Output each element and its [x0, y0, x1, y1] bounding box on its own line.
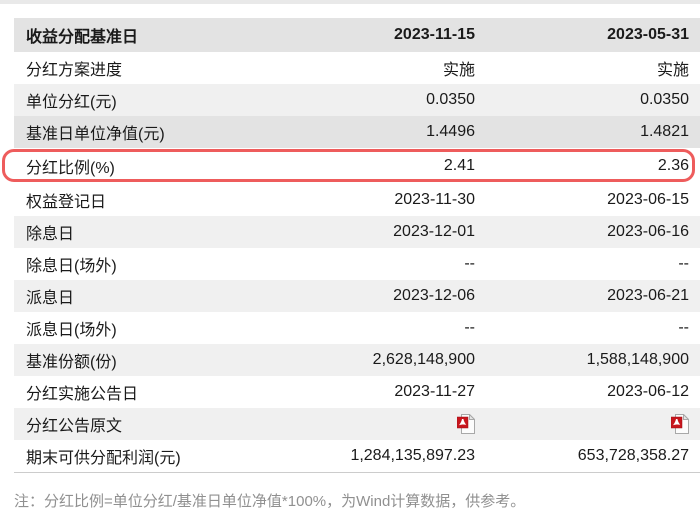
- table-row-implementation-announcement-date: 分红实施公告日 2023-11-27 2023-06-12: [14, 376, 700, 408]
- col1-value: 2023-11-27: [394, 383, 475, 400]
- col2-value: 2023-06-16: [607, 223, 689, 240]
- col1-value: 2023-12-06: [393, 287, 475, 304]
- row-label: 权益登记日: [26, 194, 107, 211]
- table-row-nav-on-base-date: 基准日单位净值(元) 1.4496 1.4821: [14, 116, 700, 148]
- table-row-base-shares: 基准份额(份) 2,628,148,900 1,588,148,900: [14, 344, 700, 376]
- col1-value: 2.41: [443, 157, 475, 174]
- col2-value: --: [678, 255, 689, 272]
- table-row-dividend-ratio: 分红比例(%) 2.41 2.36: [2, 148, 700, 184]
- col2-value: 2023-06-12: [607, 383, 689, 400]
- table-row-ex-dividend-date-otc: 除息日(场外) -- --: [14, 248, 700, 280]
- table-row-announcement-original: 分红公告原文: [14, 408, 700, 440]
- pdf-icon[interactable]: [670, 413, 690, 434]
- col2-value: [475, 413, 700, 434]
- table-header-row: 收益分配基准日 2023-11-15 2023-05-31: [14, 18, 700, 52]
- col1-value: --: [464, 255, 475, 272]
- col2-value: 0.0350: [640, 91, 689, 108]
- row-label: 基准日单位净值(元): [26, 126, 165, 143]
- table-row-ex-dividend-date: 除息日 2023-12-01 2023-06-16: [14, 216, 700, 248]
- col1-value: 2023-11-30: [394, 191, 475, 208]
- col1-value: 2023-12-01: [393, 223, 475, 240]
- header-col1-date: 2023-11-15: [394, 26, 475, 43]
- col1-value: 实施: [442, 62, 475, 79]
- col2-value: 2023-06-15: [607, 191, 689, 208]
- row-label: 分红公告原文: [26, 418, 123, 435]
- col1-value: [294, 413, 476, 434]
- table-row-payment-date: 派息日 2023-12-06 2023-06-21: [14, 280, 700, 312]
- col2-value: 2.36: [657, 157, 689, 174]
- row-label: 除息日(场外): [26, 258, 117, 275]
- col1-value: 2,628,148,900: [372, 351, 475, 368]
- table-row-record-date: 权益登记日 2023-11-30 2023-06-15: [14, 184, 700, 216]
- row-label: 派息日: [26, 290, 75, 307]
- row-label: 派息日(场外): [26, 322, 117, 339]
- col1-value: 1.4496: [426, 123, 475, 140]
- col1-value: --: [464, 319, 475, 336]
- col1-value: 1,284,135,897.23: [350, 447, 475, 464]
- row-label: 单位分红(元): [26, 94, 117, 111]
- header-col2-date: 2023-05-31: [607, 26, 689, 43]
- row-label: 除息日: [26, 226, 75, 243]
- row-label: 分红实施公告日: [26, 386, 139, 403]
- col2-value: 653,728,358.27: [577, 447, 689, 464]
- table-row-distributable-profit: 期末可供分配利润(元) 1,284,135,897.23 653,728,358…: [14, 440, 700, 473]
- col2-value: 1,588,148,900: [586, 351, 689, 368]
- dividend-distribution-table: 收益分配基准日 2023-11-15 2023-05-31 分红方案进度 实施 …: [2, 18, 700, 473]
- col2-value: --: [678, 319, 689, 336]
- row-label: 期末可供分配利润(元): [26, 450, 181, 467]
- table-row-payment-date-otc: 派息日(场外) -- --: [14, 312, 700, 344]
- table-row-plan-progress: 分红方案进度 实施 实施: [14, 52, 700, 84]
- header-label: 收益分配基准日: [26, 29, 139, 46]
- col1-value: 0.0350: [426, 91, 475, 108]
- row-label: 基准份额(份): [26, 354, 117, 371]
- row-label: 分红方案进度: [26, 62, 123, 79]
- pdf-icon[interactable]: [456, 413, 476, 434]
- table-row-unit-dividend: 单位分红(元) 0.0350 0.0350: [14, 84, 700, 116]
- col2-value: 1.4821: [640, 123, 689, 140]
- row-label: 分红比例(%): [26, 160, 115, 177]
- footnote: 注：分红比例=单位分红/基准日单位净值*100%，为Wind计算数据，供参考。: [14, 493, 526, 510]
- col2-value: 2023-06-21: [607, 287, 689, 304]
- col2-value: 实施: [656, 62, 689, 79]
- top-divider: [0, 0, 700, 4]
